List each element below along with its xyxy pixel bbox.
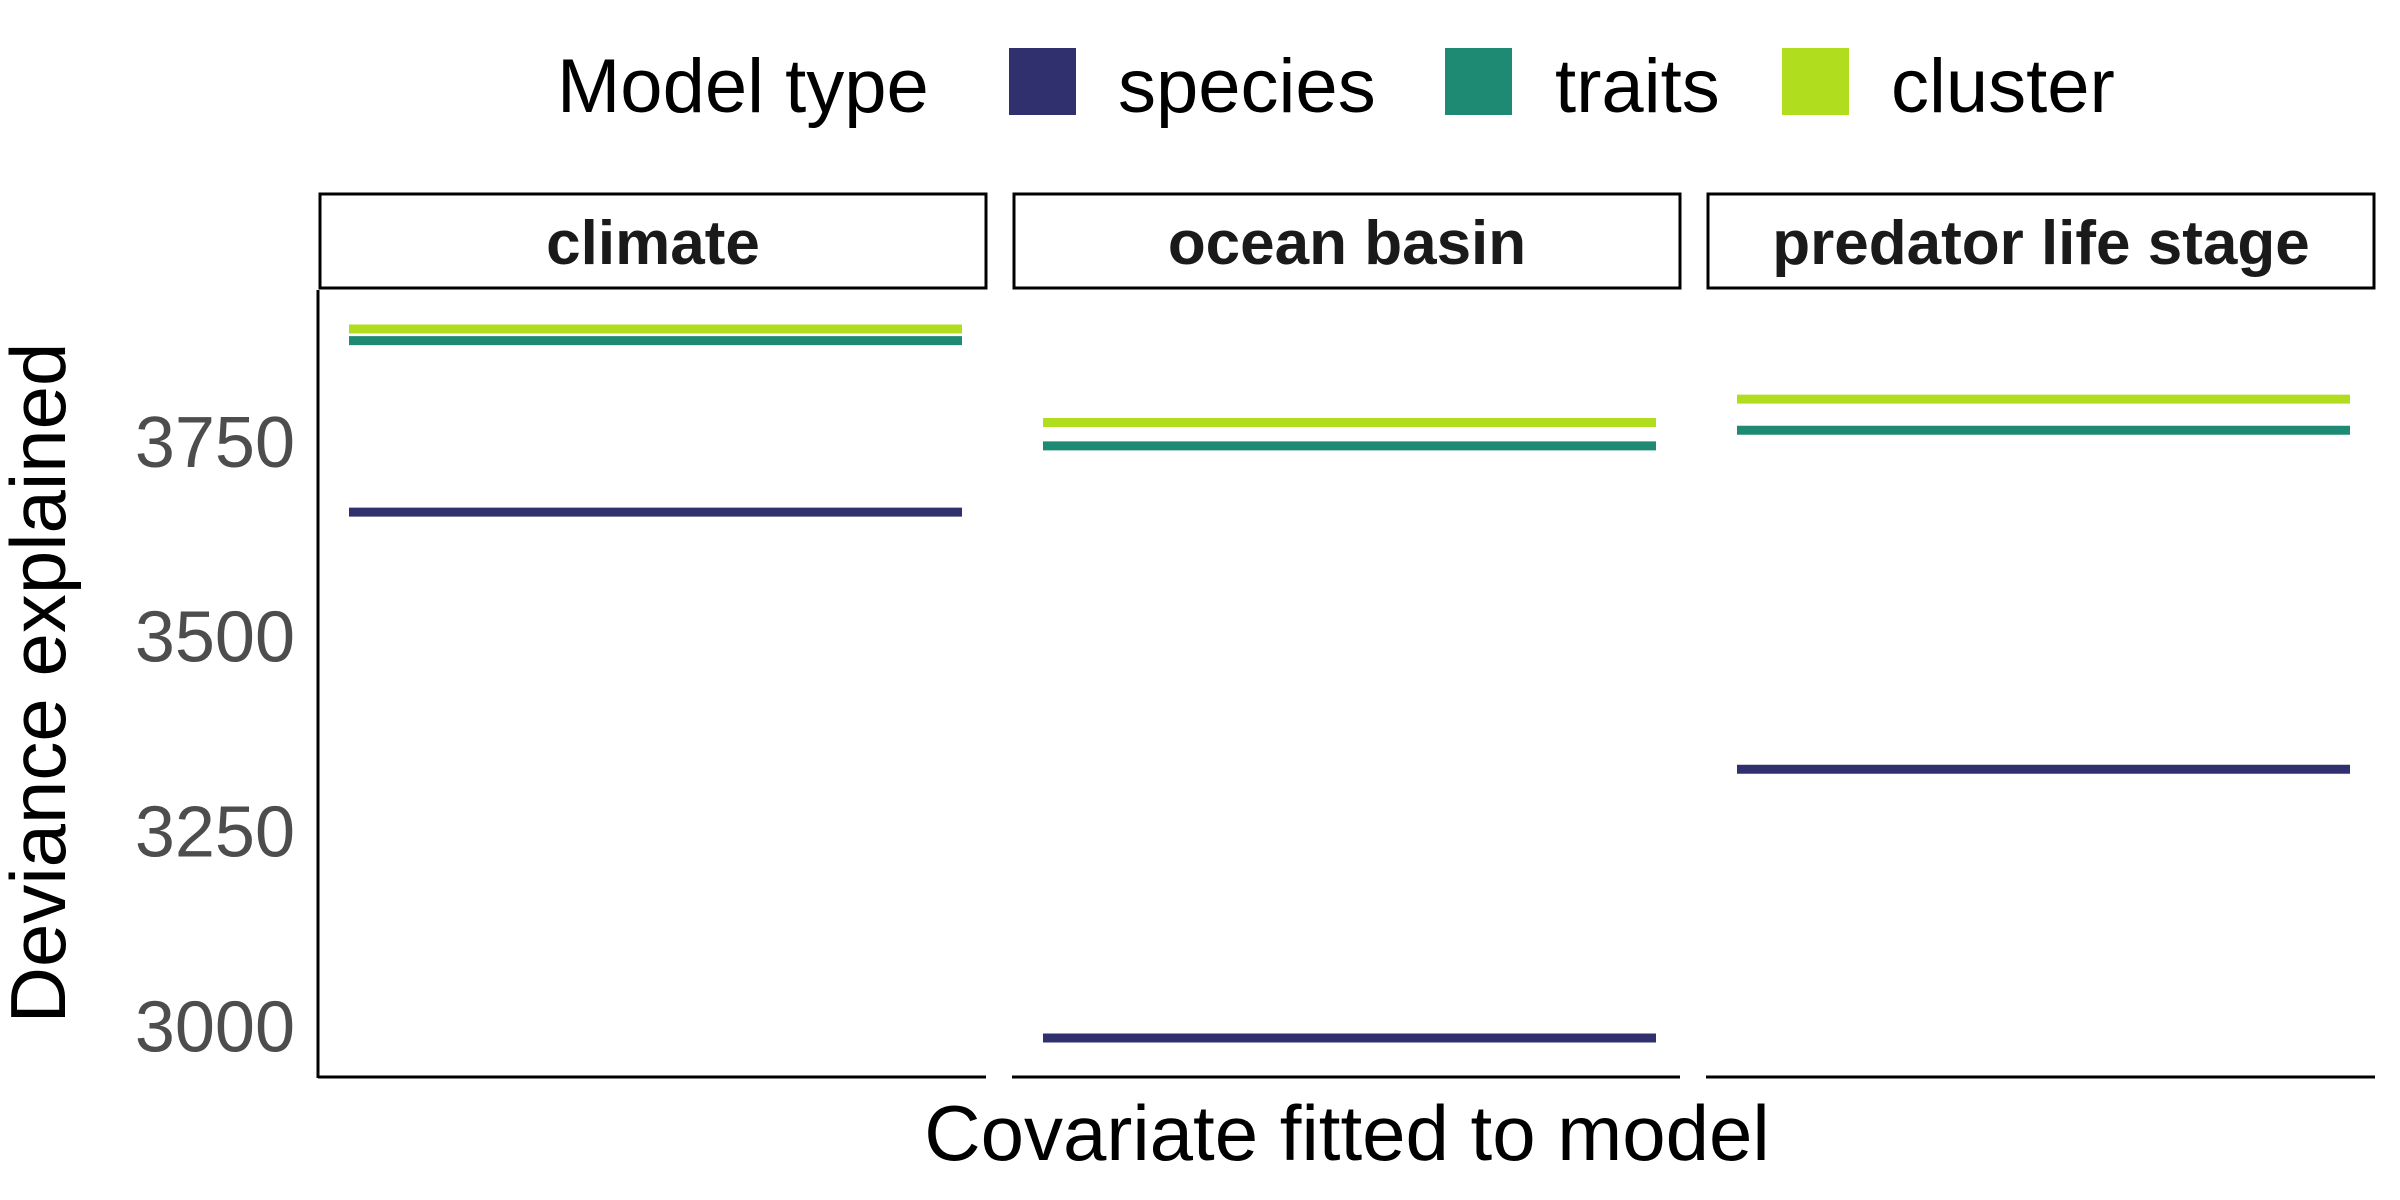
legend-title: Model type: [557, 44, 929, 129]
y-tick-labels: 3000 3250 3500 3750: [135, 403, 295, 1067]
strip-ocean-basin: [1012, 192, 1682, 290]
y-tick-label: 3750: [135, 403, 295, 483]
series-layer: [349, 324, 2350, 1043]
legend-key-cluster: [1782, 48, 1849, 115]
y-tick-label: 3000: [135, 987, 295, 1067]
legend-key-species: [1009, 48, 1076, 115]
legend-label-species: species: [1118, 44, 1376, 129]
x-axis-title: Covariate fitted to model: [924, 1089, 1769, 1177]
legend: Model type species traits cluster: [557, 44, 2115, 129]
axes: [316, 290, 2375, 1079]
strip-label-ocean-basin: ocean basin: [1168, 209, 1526, 278]
strip-predator-life-stage: [1706, 192, 2376, 290]
strip-label-predator-life-stage: predator life stage: [1772, 209, 2309, 278]
y-axis-title: Deviance explained: [0, 343, 82, 1024]
y-tick-label: 3250: [135, 793, 295, 873]
legend-label-cluster: cluster: [1891, 44, 2115, 129]
legend-label-traits: traits: [1555, 44, 1720, 129]
strip-climate: [318, 192, 988, 290]
facet-strips: climate ocean basin predator life stage: [318, 192, 2376, 290]
strip-label-climate: climate: [546, 209, 760, 278]
y-tick-label: 3500: [135, 598, 295, 678]
legend-key-traits: [1445, 48, 1512, 115]
